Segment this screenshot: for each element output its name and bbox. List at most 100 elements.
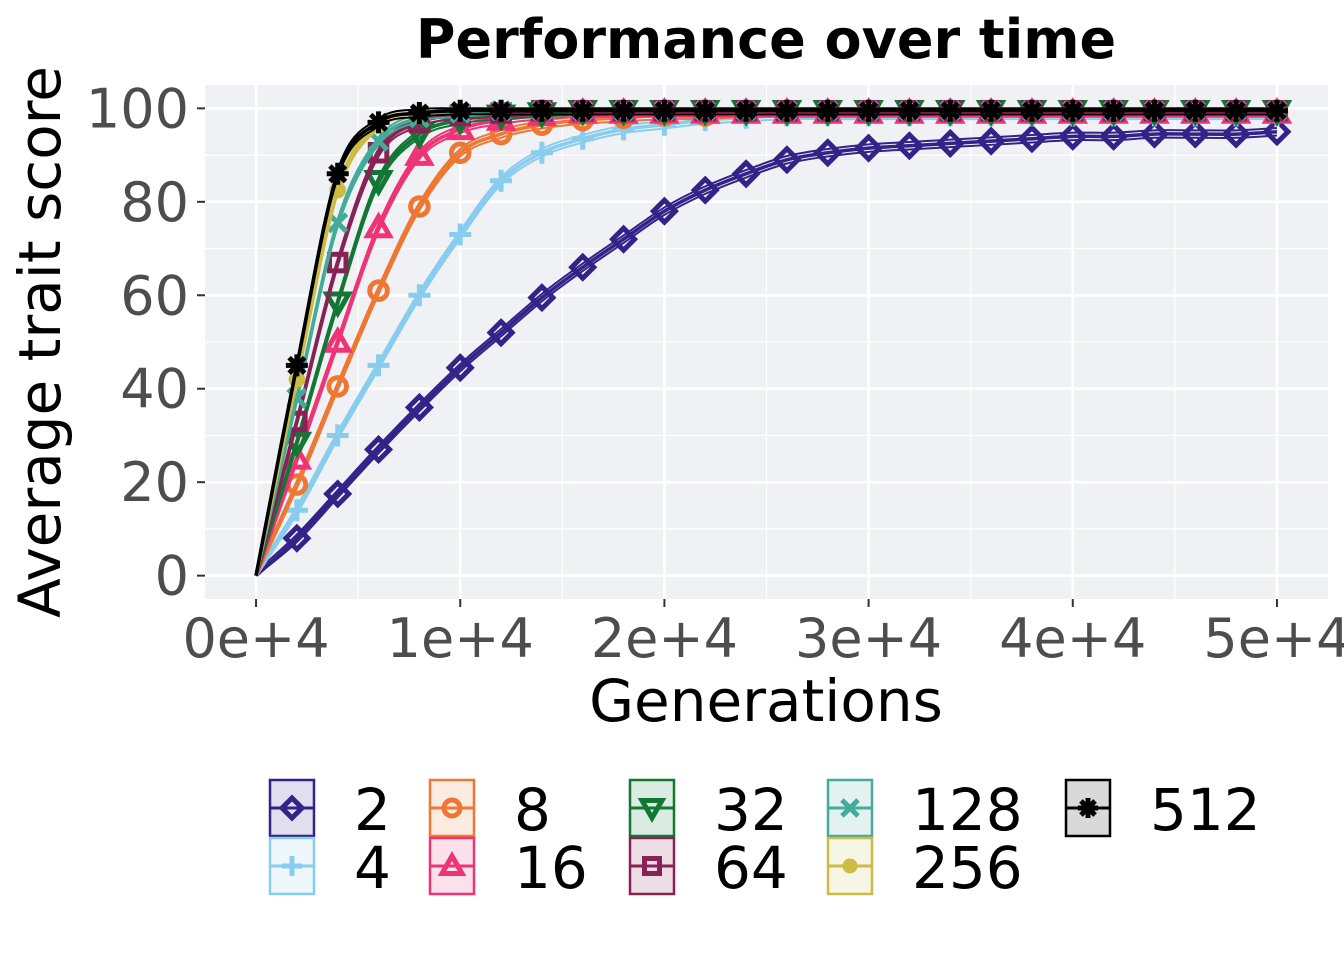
data-point (1099, 121, 1129, 151)
series-2 (254, 117, 1292, 577)
chart-title: Performance over time (416, 8, 1116, 71)
data-point (813, 138, 843, 168)
data-point (408, 284, 431, 307)
data-point (285, 354, 308, 377)
legend-label: 512 (1150, 776, 1261, 844)
data-point (653, 99, 676, 122)
x-tick-label: 1e+4 (387, 607, 534, 670)
legend-item-4: 4 (268, 834, 391, 902)
data-point (980, 99, 1003, 122)
y-tick-label: 40 (120, 358, 189, 421)
data-point (323, 479, 353, 509)
legend-key-marker (840, 798, 860, 818)
data-point (530, 141, 553, 164)
legend-label: 64 (714, 834, 788, 902)
legend-key-marker (1078, 798, 1098, 818)
data-point (694, 99, 717, 122)
legend-key-marker (441, 797, 463, 819)
legend-item-32: 32 (628, 776, 788, 844)
legend-item-8: 8 (428, 776, 551, 844)
x-tick-label: 3e+4 (795, 607, 942, 670)
x-axis: 0e+4 1e+4 2e+4 3e+4 4e+4 5e+4 (182, 599, 1344, 670)
data-point (404, 392, 434, 422)
data-point (527, 283, 557, 313)
data-point (735, 99, 758, 122)
data-point (816, 99, 839, 122)
data-point (609, 224, 639, 254)
legend-label: 32 (714, 776, 788, 844)
legend-key-marker (642, 856, 662, 876)
data-point (568, 252, 598, 282)
data-point (939, 99, 962, 122)
legend-item-2: 2 (268, 776, 391, 844)
data-point (649, 196, 679, 226)
legend-key-marker (282, 856, 302, 876)
data-point (976, 126, 1006, 156)
x-tick-label: 0e+4 (182, 607, 329, 670)
data-point (731, 159, 761, 189)
data-point (408, 102, 431, 125)
data-point (1102, 99, 1125, 122)
data-point (449, 223, 472, 246)
x-axis-label: Generations (589, 667, 943, 735)
data-point (1225, 99, 1248, 122)
y-tick-label: 100 (86, 77, 189, 140)
data-point (444, 113, 476, 141)
x-tick-label: 4e+4 (999, 607, 1146, 670)
legend-item-64: 64 (628, 834, 788, 902)
data-point (445, 353, 475, 383)
data-point (364, 434, 394, 465)
data-point (449, 99, 472, 122)
series-line (254, 129, 1278, 577)
data-point (1221, 119, 1251, 149)
data-point (612, 99, 635, 122)
data-point (1265, 99, 1288, 122)
data-point (363, 211, 394, 239)
data-point (285, 499, 308, 522)
data-point (282, 523, 312, 553)
data-point (1061, 99, 1084, 122)
legend-label: 16 (514, 834, 588, 902)
data-point (1184, 99, 1207, 122)
data-point (898, 99, 921, 122)
legend-label: 128 (912, 776, 1023, 844)
data-point (490, 169, 513, 192)
data-point (363, 170, 394, 197)
data-point (1180, 119, 1210, 149)
data-point (1020, 99, 1043, 122)
data-point (367, 279, 390, 302)
data-point (367, 354, 390, 377)
data-point (571, 127, 594, 150)
plot-panel (205, 85, 1328, 599)
data-point (326, 424, 349, 447)
legend-key-marker (637, 798, 667, 824)
data-point (404, 139, 435, 166)
data-point (775, 99, 798, 122)
y-tick-label: 20 (120, 451, 189, 514)
data-point (1017, 124, 1047, 154)
data-point (1058, 121, 1088, 151)
data-point (530, 99, 553, 122)
y-tick-label: 60 (120, 264, 189, 327)
y-tick-label: 0 (155, 545, 189, 608)
x-tick-label: 2e+4 (591, 607, 738, 670)
data-point (690, 175, 720, 205)
data-point (367, 111, 390, 134)
legend-key-marker (278, 794, 306, 822)
legend-item-512: 512 (1064, 776, 1261, 844)
data-point (1139, 119, 1169, 149)
y-axis-label: Average trait score (6, 66, 74, 618)
data-point (854, 133, 884, 163)
data-point (894, 131, 924, 161)
legend-label: 2 (354, 776, 391, 844)
legend-item-16: 16 (428, 834, 588, 902)
data-point (408, 195, 431, 218)
legend-item-128: 128 (826, 776, 1023, 844)
data-point (772, 145, 802, 175)
data-point (571, 99, 594, 122)
series-512 (254, 99, 1288, 576)
series-ci-lower (255, 134, 1278, 577)
data-point (490, 99, 513, 122)
